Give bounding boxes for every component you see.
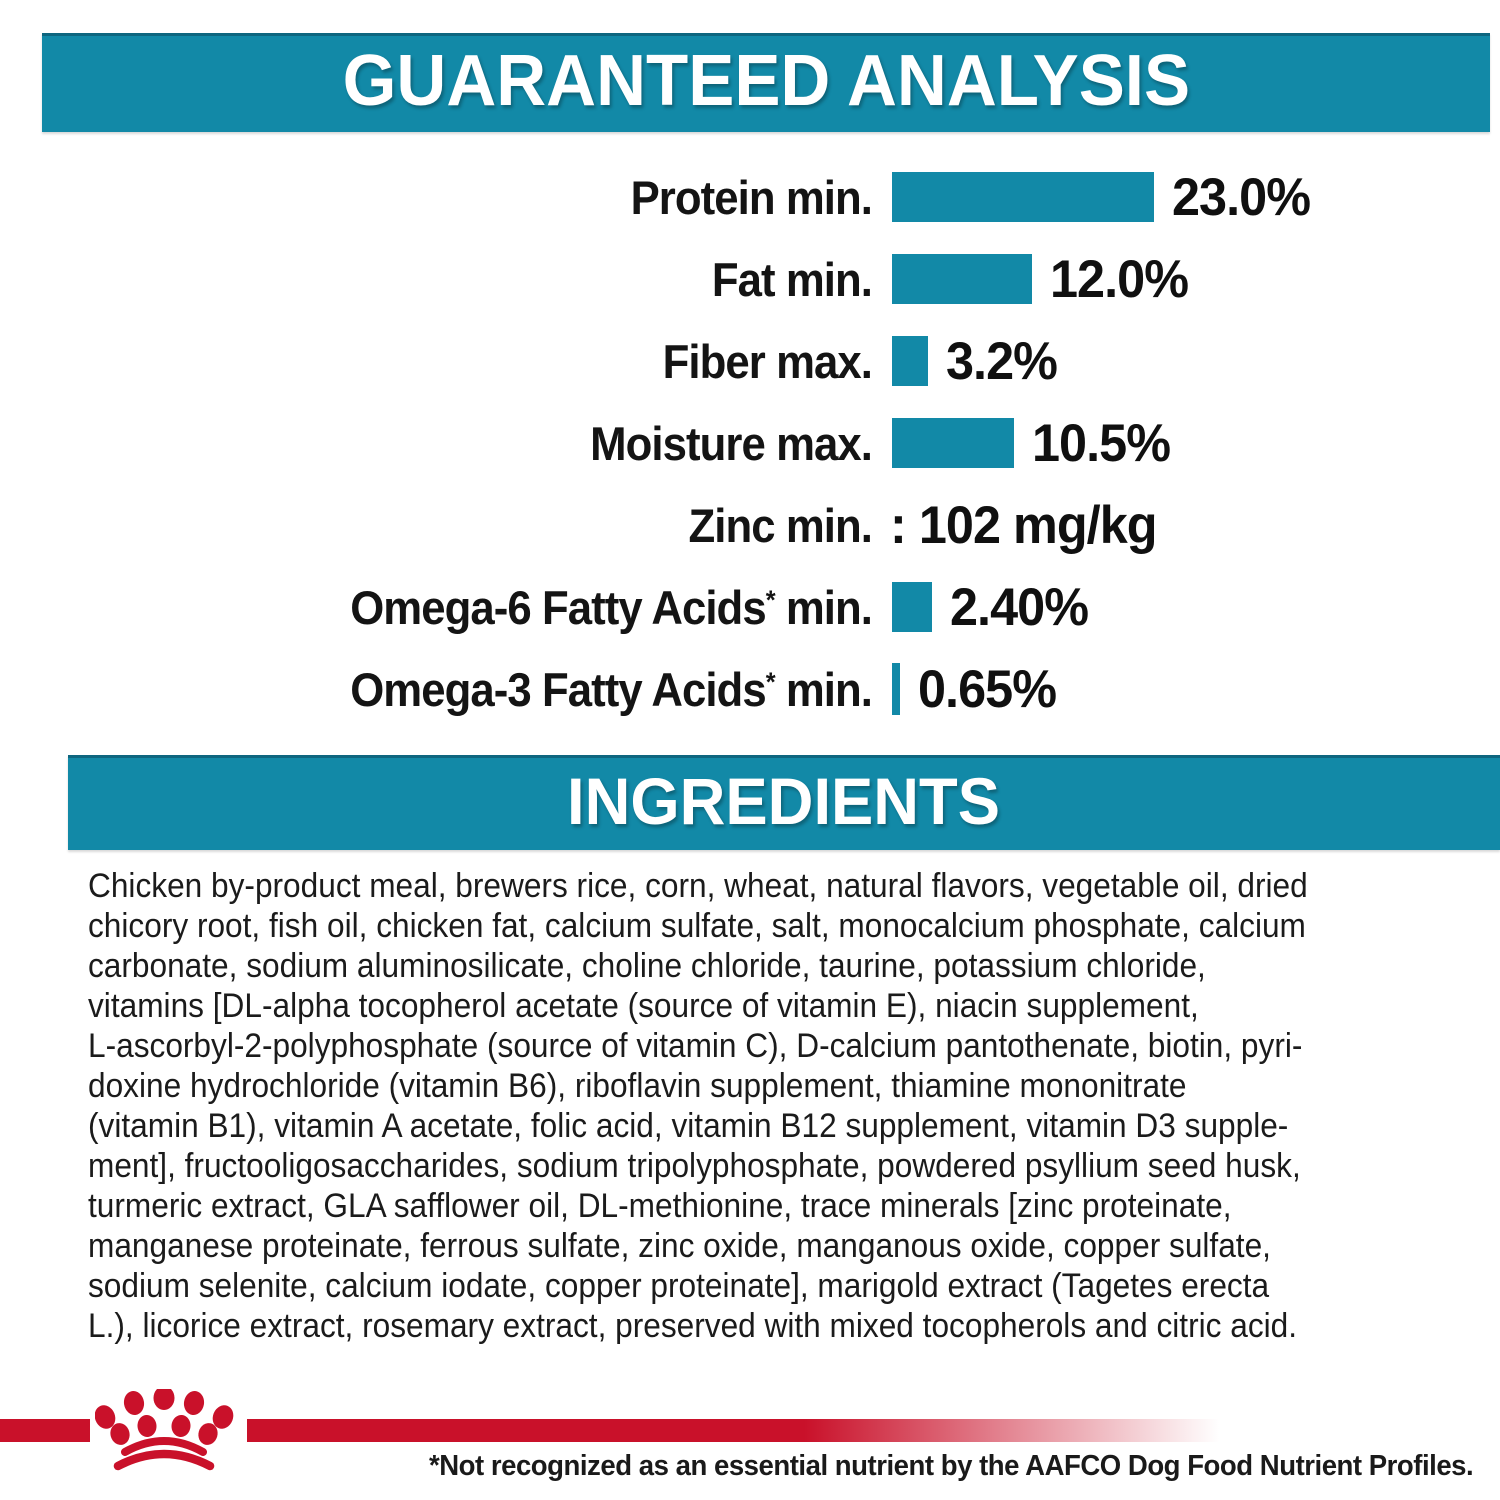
- analysis-value: 12.0%: [1050, 249, 1189, 309]
- ingredients-line: turmeric extract, GLA safflower oil, DL-…: [88, 1187, 1232, 1225]
- analysis-bar: [892, 172, 1154, 222]
- analysis-label: Fat min.: [711, 252, 873, 306]
- ingredients-line: vitamins [DL-alpha tocopherol acetate (s…: [88, 987, 1199, 1025]
- analysis-value: 3.2%: [946, 331, 1058, 391]
- ingredients-line: L-ascorbyl-2-polyphosphate (source of vi…: [88, 1027, 1303, 1065]
- analysis-row-protein: Protein min. 23.0%: [0, 156, 1500, 238]
- ingredients-line: doxine hydrochloride (vitamin B6), ribof…: [88, 1067, 1187, 1105]
- aafco-footnote: *Not recognized as an essential nutrient…: [428, 1450, 1474, 1482]
- ingredients-paragraph: Chicken by-product meal, brewers rice, c…: [88, 866, 1500, 1346]
- analysis-label: Protein min.: [630, 170, 873, 224]
- guaranteed-analysis-chart: Protein min. 23.0% Fat min. 12.0% Fiber …: [0, 156, 1500, 730]
- ingredients-line: ment], fructooligosaccharides, sodium tr…: [88, 1147, 1301, 1185]
- ingredients-line: manganese proteinate, ferrous sulfate, z…: [88, 1227, 1271, 1265]
- ingredients-title: INGREDIENTS: [567, 764, 1001, 838]
- analysis-value: 0.65%: [918, 659, 1057, 719]
- analysis-row-moisture: Moisture max. 10.5%: [0, 402, 1500, 484]
- analysis-bar: [892, 582, 932, 632]
- analysis-row-zinc: Zinc min. : 102 mg/kg: [0, 484, 1500, 566]
- ingredients-line: sodium selenite, calcium iodate, copper …: [88, 1267, 1270, 1305]
- analysis-value: 10.5%: [1032, 413, 1171, 473]
- ingredients-line: carbonate, sodium aluminosilicate, choli…: [88, 947, 1206, 985]
- analysis-label: Omega-6 Fatty Acids* min.: [350, 580, 873, 634]
- guaranteed-analysis-banner: GUARANTEED ANALYSIS: [42, 33, 1490, 132]
- ingredients-line: chicory root, fish oil, chicken fat, cal…: [88, 907, 1306, 945]
- ingredients-banner: INGREDIENTS: [68, 755, 1500, 850]
- analysis-label: Omega-3 Fatty Acids* min.: [350, 662, 873, 716]
- analysis-bar: [892, 336, 928, 386]
- analysis-bar: [892, 254, 1032, 304]
- red-ribbon-left: [0, 1419, 90, 1442]
- ingredients-line: L.), licorice extract, rosemary extract,…: [88, 1307, 1298, 1345]
- analysis-value: 23.0%: [1172, 167, 1311, 227]
- analysis-row-omega3: Omega-3 Fatty Acids* min. 0.65%: [0, 648, 1500, 730]
- red-ribbon-right: [247, 1419, 1260, 1442]
- ingredients-line: (vitamin B1), vitamin A acetate, folic a…: [88, 1107, 1289, 1145]
- ingredients-line: Chicken by-product meal, brewers rice, c…: [88, 867, 1308, 905]
- analysis-row-fat: Fat min. 12.0%: [0, 238, 1500, 320]
- analysis-value: : 102 mg/kg: [890, 495, 1158, 555]
- analysis-label: Fiber max.: [662, 334, 873, 388]
- analysis-label: Zinc min.: [688, 498, 873, 552]
- analysis-bar: [892, 663, 900, 715]
- analysis-row-omega6: Omega-6 Fatty Acids* min. 2.40%: [0, 566, 1500, 648]
- guaranteed-analysis-title: GUARANTEED ANALYSIS: [342, 41, 1190, 121]
- analysis-value: 2.40%: [950, 577, 1089, 637]
- analysis-row-fiber: Fiber max. 3.2%: [0, 320, 1500, 402]
- analysis-bar: [892, 418, 1014, 468]
- analysis-label: Moisture max.: [590, 416, 873, 470]
- asterisk-superscript: *: [765, 583, 776, 615]
- asterisk-superscript: *: [765, 665, 776, 697]
- royal-canin-crown-logo: [95, 1389, 234, 1471]
